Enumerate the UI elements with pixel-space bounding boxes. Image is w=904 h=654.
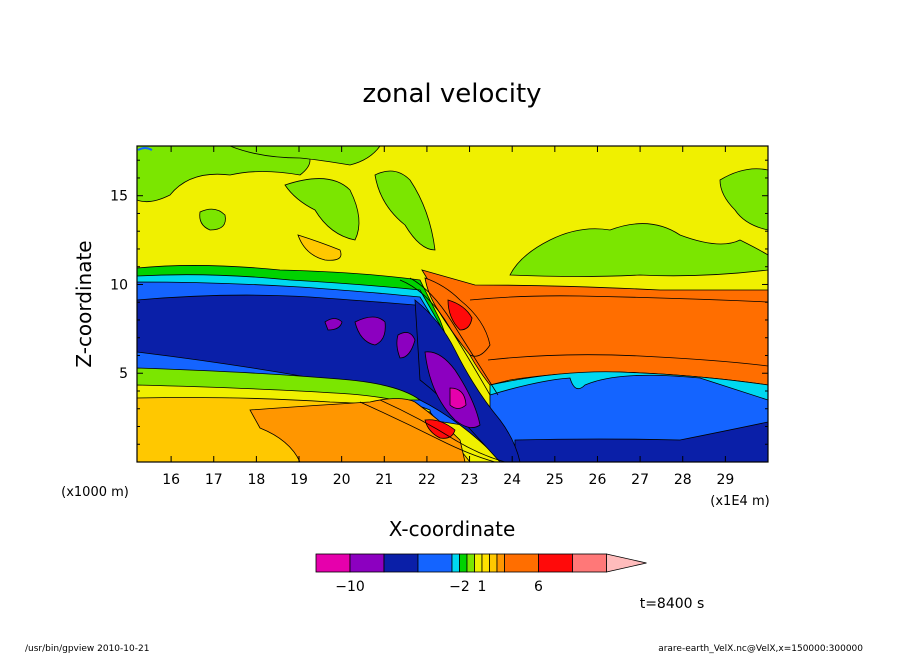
- upper-green-patch: [199, 208, 226, 231]
- x-tick-label: 17: [205, 472, 223, 488]
- x-tick-label: 25: [546, 472, 564, 488]
- front-contour: [487, 354, 768, 367]
- x-tick-label: 28: [674, 472, 692, 488]
- x-tick-label: 23: [461, 472, 479, 488]
- colorbar-swatch: [572, 553, 607, 573]
- colorbar-swatch: [383, 553, 419, 573]
- colorbar-label: −10: [335, 579, 365, 595]
- right-navy-region: [514, 421, 768, 462]
- x-unit-right: (x1E4 m): [710, 494, 769, 509]
- upper-green-patch: [137, 146, 311, 203]
- upper-orange-patch: [297, 234, 342, 261]
- y-tick-label: 15: [110, 189, 128, 205]
- x-axis-ticks: 16 17 18 19 20 21 22 23 24 25 26 27 28 29: [162, 146, 734, 488]
- x-tick-label: 21: [375, 472, 393, 488]
- colorbar-swatch: [459, 553, 468, 573]
- magenta-core: [449, 387, 467, 409]
- plot-frame: [136, 145, 769, 463]
- x-axis-label: X-coordinate: [389, 517, 516, 541]
- footer-left: /usr/bin/gpview 2010-10-21: [25, 644, 149, 654]
- purple-core: [396, 332, 416, 359]
- colorbar-swatch: [466, 553, 475, 573]
- upper-green-patch: [509, 223, 768, 277]
- colorbar-label: −2: [449, 579, 470, 595]
- y-axis-ticks: 5 10 15: [110, 159, 768, 445]
- upper-green-patch: [374, 170, 436, 251]
- y-tick-label: 5: [119, 366, 128, 382]
- colorbar-swatch: [349, 553, 385, 573]
- time-label: t=8400 s: [640, 596, 705, 612]
- colorbar-swatch: [315, 553, 351, 573]
- colorbar-swatch: [496, 553, 505, 573]
- contour-field: [137, 146, 768, 462]
- x-tick-label: 24: [503, 472, 521, 488]
- colorbar-swatch: [451, 553, 460, 573]
- upper-green-patch: [284, 178, 360, 241]
- x-unit-left: (x1000 m): [61, 485, 129, 500]
- front-red-core: [447, 299, 473, 331]
- upper-green-patch: [719, 168, 768, 231]
- front-contour: [379, 399, 506, 462]
- x-tick-label: 26: [589, 472, 607, 488]
- chart-title: zonal velocity: [362, 79, 541, 109]
- purple-core: [324, 318, 343, 331]
- front-contour: [469, 295, 768, 303]
- colorbar-swatch: [481, 553, 490, 573]
- colorbar-swatch: [538, 553, 573, 573]
- x-tick-label: 27: [631, 472, 649, 488]
- colorbar-swatch: [474, 553, 483, 573]
- y-axis-label: Z-coordinate: [72, 240, 96, 367]
- colorbar-swatch: [504, 553, 539, 573]
- colorbar-swatch: [417, 553, 453, 573]
- upper-green-patch: [229, 146, 381, 166]
- colorbar-swatch: [489, 553, 498, 573]
- front-contour: [409, 277, 499, 396]
- colorbar-label: 6: [534, 579, 543, 595]
- front-contour: [399, 279, 491, 396]
- footer-right: arare-earth_VelX.nc@VelX,x=150000:300000: [658, 644, 863, 654]
- x-tick-label: 19: [290, 472, 308, 488]
- front-contour: [359, 401, 496, 462]
- x-tick-label: 16: [162, 472, 180, 488]
- y-tick-label: 10: [110, 277, 128, 293]
- colorbar-extend-arrow: [606, 553, 647, 573]
- front-contour: [137, 147, 153, 151]
- x-tick-label: 20: [333, 472, 351, 488]
- x-tick-label: 18: [247, 472, 265, 488]
- lower-orange-patch: [249, 398, 466, 462]
- x-tick-label: 22: [418, 472, 436, 488]
- purple-core: [354, 316, 386, 346]
- colorbar: −10 −2 1 6: [315, 553, 647, 595]
- colorbar-label: 1: [478, 579, 487, 595]
- x-tick-label: 29: [716, 472, 734, 488]
